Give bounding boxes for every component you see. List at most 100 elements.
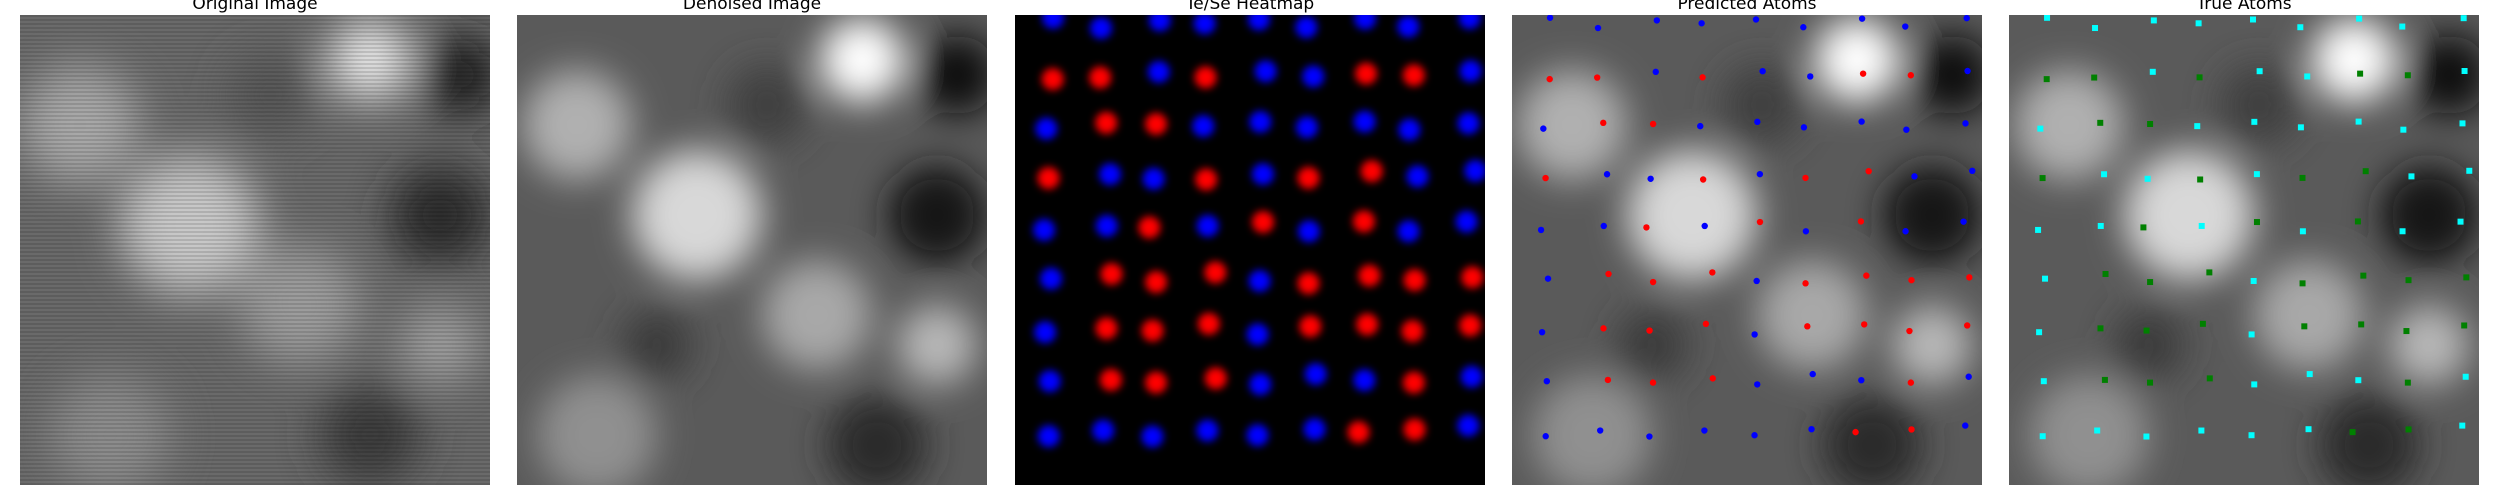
predicted-te-atom (1907, 379, 1915, 386)
predicted-se-atom (1808, 425, 1815, 433)
predicted-te-atom (1906, 327, 1913, 335)
true-atom-green (2404, 379, 2411, 386)
predicted-te-atom (1804, 323, 1811, 330)
se-heat-spot (1148, 15, 1171, 32)
true-atom-green (2043, 76, 2050, 83)
predicted-se-atom (1542, 433, 1549, 440)
predicted-se-atom (1647, 175, 1654, 182)
te-heat-spot (1089, 66, 1112, 89)
se-heat-spot (1192, 115, 1215, 138)
se-heat-spot (1406, 165, 1429, 188)
predicted-se-atom (1962, 120, 1969, 127)
true-atom-green (2199, 320, 2206, 327)
se-heat-spot (1037, 425, 1060, 448)
true-atom-green (2206, 269, 2213, 276)
denoised-image-panel: Denoised Image (517, 0, 987, 500)
predicted-se-atom (1802, 228, 1810, 235)
se-heat-spot (1248, 269, 1271, 292)
se-heat-spot (1295, 116, 1318, 139)
te-heat-spot (1197, 312, 1220, 335)
se-heat-spot (1397, 220, 1420, 243)
predicted-se-atom (1902, 23, 1909, 30)
true-atom-green (2299, 280, 2306, 287)
predicted-te-atom (1702, 320, 1710, 328)
true-atom-green (2197, 176, 2204, 183)
true-atom-cyan (2251, 118, 2258, 125)
predicted-te-atom (1709, 269, 1716, 276)
te-heat-spot (1204, 367, 1227, 390)
se-heat-spot (1196, 214, 1219, 237)
te-heat-spot (1347, 421, 1370, 444)
predicted-se-atom (1600, 222, 1607, 230)
se-heat-spot (1196, 419, 1219, 442)
te-heat-spot (1299, 315, 1322, 338)
predicted-se-atom (1902, 228, 1909, 235)
true-atom-green (2357, 70, 2364, 77)
se-heat-spot (1302, 65, 1325, 88)
predicted-se-atom (1698, 20, 1705, 27)
predicted-se-atom (1969, 167, 1976, 175)
predicted-se-atom (1538, 328, 1546, 336)
predicted-se-atom (1537, 226, 1545, 234)
true-atom-green (2405, 426, 2412, 433)
true-atom-green (2404, 72, 2411, 79)
predicted-te-atom (1907, 72, 1915, 79)
predicted-te-atom (1605, 270, 1612, 278)
predicted-se-atom (1754, 118, 1761, 126)
predicted-se-atom (1646, 433, 1653, 440)
predicted-te-atom (1859, 70, 1867, 77)
true-atom-green (2147, 120, 2154, 127)
true-atom-cyan (2248, 331, 2255, 338)
te-heat-spot (1145, 271, 1168, 294)
predicted-se-atom (1752, 16, 1760, 23)
true-atom-cyan (2248, 432, 2255, 439)
true-atom-cyan (2097, 222, 2104, 229)
predicted-se-atom (1800, 124, 1808, 131)
predicted-se-atom (1858, 15, 1866, 22)
se-heat-spot (1464, 159, 1485, 182)
se-heat-spot (1455, 210, 1478, 233)
te-heat-spot (1095, 111, 1118, 134)
te-heat-spot (1145, 371, 1168, 394)
predicted-se-atom (1751, 432, 1758, 439)
predicted-se-atom (1603, 171, 1611, 178)
true-atom-cyan (2462, 373, 2469, 380)
true-atom-cyan (2042, 275, 2049, 282)
se-heat-spot (1353, 110, 1376, 133)
predicted-se-atom (1800, 24, 1807, 31)
predicted-te-atom (1649, 120, 1657, 128)
te-heat-spot (1100, 262, 1123, 285)
se-heat-spot (1033, 218, 1056, 241)
predicted-se-atom (1652, 68, 1659, 76)
predicted-se-atom (1546, 15, 1554, 21)
true-atom-green (2091, 74, 2098, 81)
se-heat-spot (1459, 59, 1482, 82)
predicted-se-atom (1807, 73, 1814, 80)
predicted-se-atom (1543, 377, 1551, 385)
predicted-se-atom (1701, 222, 1708, 230)
te-heat-spot (1352, 210, 1375, 233)
se-heat-spot (1034, 321, 1057, 344)
heatmap-background (1015, 15, 1485, 485)
se-heat-spot (1398, 118, 1421, 141)
te-heat-spot (1204, 261, 1227, 284)
se-heat-spot (1249, 373, 1272, 396)
te-heat-spot (1145, 112, 1168, 135)
denoised-image (517, 15, 987, 485)
true-atom-cyan (2304, 73, 2311, 80)
te-heat-spot (1297, 272, 1320, 295)
se-heat-spot (1095, 214, 1118, 237)
predicted-se-atom (1754, 381, 1761, 388)
true-atom-cyan (2256, 68, 2263, 75)
true-atom-cyan (2299, 228, 2306, 235)
true-atom-cyan (2297, 124, 2304, 131)
predicted-te-atom (1863, 272, 1870, 279)
predicted-se-atom (1858, 118, 1865, 125)
true-atom-cyan (2253, 171, 2260, 178)
true-atom-green (2463, 274, 2470, 281)
predicted-te-atom (1593, 74, 1601, 81)
true-atom-green (2196, 74, 2203, 81)
true-atom-cyan (2305, 426, 2312, 433)
true-atom-green (2147, 379, 2154, 386)
true-atom-green (2039, 175, 2046, 182)
